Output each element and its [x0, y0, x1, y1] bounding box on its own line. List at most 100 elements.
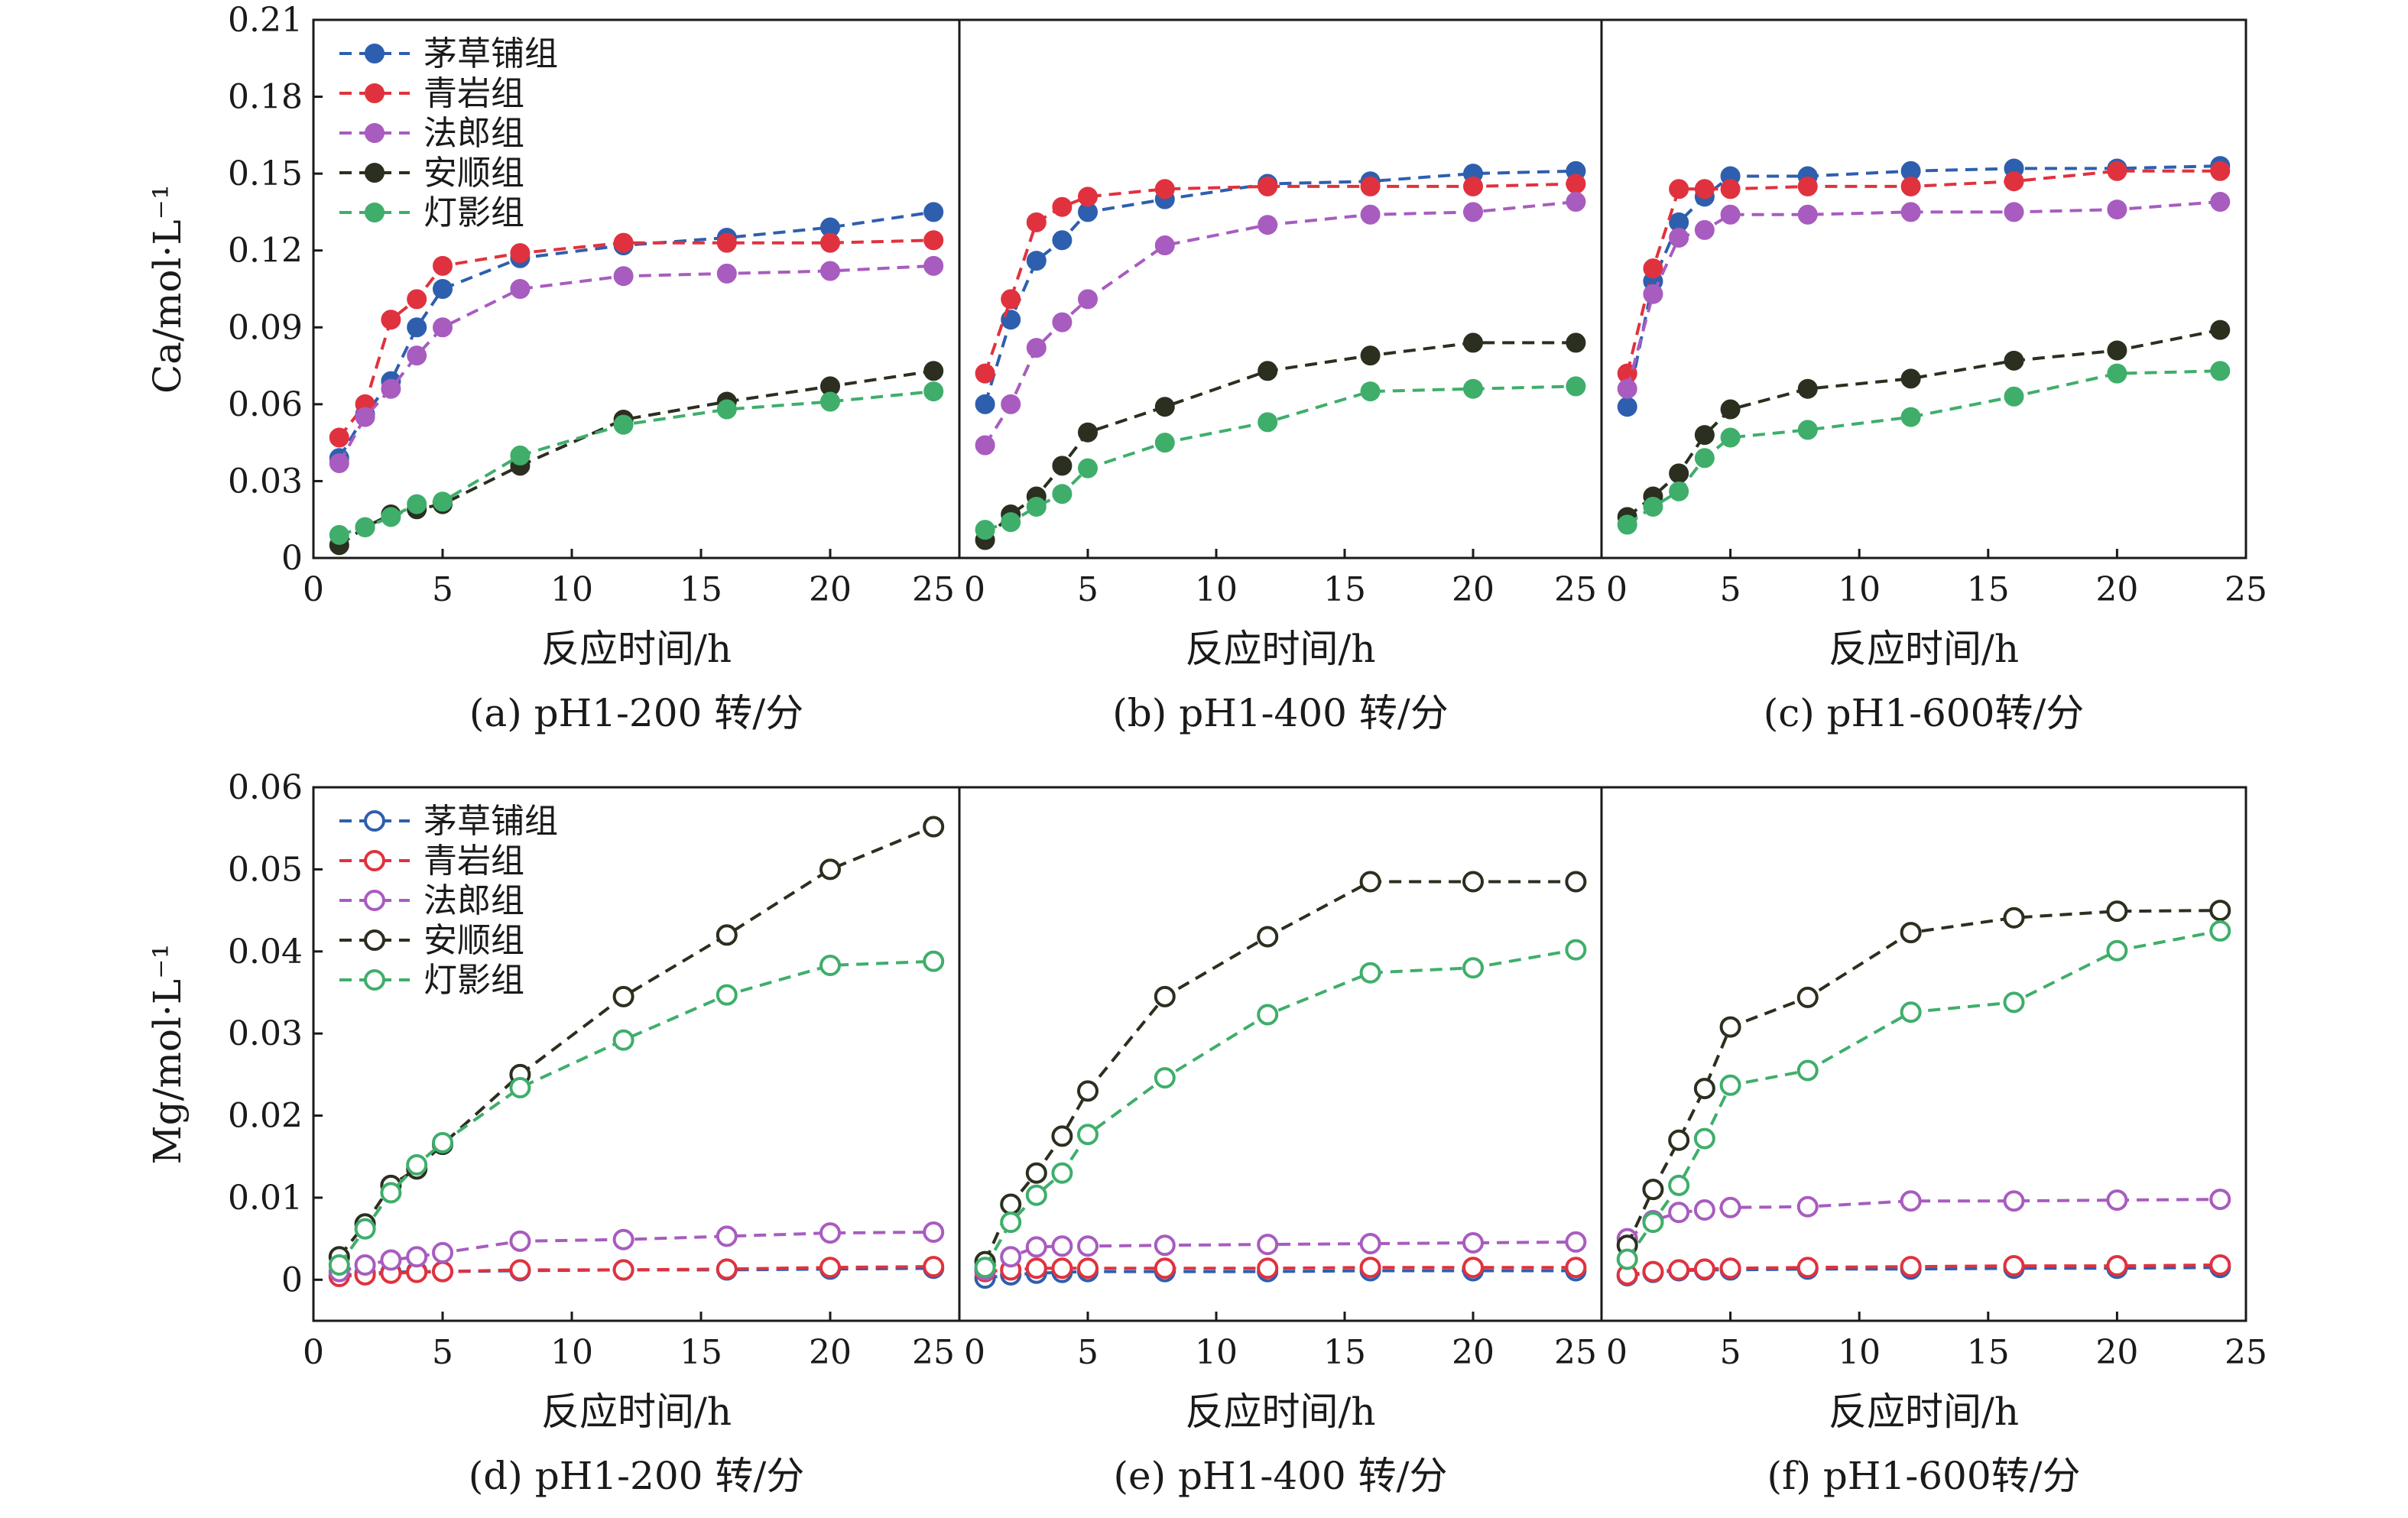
data-point — [1359, 1233, 1381, 1255]
series-line-2 — [338, 264, 934, 464]
data-point — [613, 414, 634, 435]
subplot-d: 0 5 10 15 20 25 0 0.01 0.02 0.03 0.04 0.05 0.06 Mg/mo… — [145, 768, 961, 1498]
legend-entry: 灯影组 — [424, 193, 524, 232]
data-point — [1257, 1257, 1279, 1280]
data-point — [1669, 481, 1689, 501]
data-point — [1693, 1199, 1715, 1221]
data-point — [1359, 1257, 1381, 1279]
series-line-2 — [339, 1231, 934, 1273]
data-point — [1026, 212, 1047, 232]
data-point — [1720, 179, 1741, 199]
data-point — [433, 491, 453, 512]
x-tick-label: 0 — [1606, 570, 1628, 609]
data-point — [2210, 192, 2231, 212]
data-point — [612, 1228, 634, 1250]
data-point — [1257, 1234, 1279, 1256]
series-line-0 — [1627, 1266, 2221, 1277]
data-point — [2106, 900, 2128, 923]
data-point — [509, 1230, 531, 1252]
data-point — [1154, 1257, 1176, 1280]
data-point — [1617, 397, 1637, 417]
x-tick-label: 10 — [550, 1333, 593, 1372]
x-tick-label: 20 — [809, 1333, 852, 1372]
data-point — [1154, 235, 1175, 256]
data-point — [1669, 179, 1689, 199]
data-point — [1797, 204, 1818, 225]
data-point — [613, 266, 634, 287]
data-point — [381, 507, 401, 527]
data-point — [1796, 1195, 1819, 1218]
y-tick-label: 0.03 — [228, 1014, 303, 1053]
data-point — [1154, 433, 1175, 453]
y-tick-label: 0.04 — [228, 933, 303, 971]
data-point — [1900, 922, 1922, 944]
data-point — [2209, 1254, 2231, 1276]
x-tick-label: 20 — [809, 570, 852, 609]
plot-frame — [958, 18, 1603, 560]
series-line-1 — [339, 1265, 934, 1278]
series-line-0 — [338, 210, 934, 459]
data-point — [1077, 1257, 1099, 1280]
data-point — [613, 232, 634, 253]
data-point — [1566, 174, 1586, 194]
y-tick-label: 0.12 — [228, 232, 303, 271]
data-point — [2004, 350, 2024, 371]
data-point — [432, 1260, 453, 1283]
legend-marker — [365, 123, 385, 143]
series-line-1 — [1625, 169, 2221, 375]
data-point — [612, 1259, 634, 1281]
y-tick-label: 0.03 — [228, 462, 303, 501]
plot-frame — [1600, 786, 2247, 1322]
data-point — [355, 517, 375, 537]
plot-frame — [1600, 18, 2247, 560]
series-line-2 — [983, 200, 1576, 446]
x-tick-label: 25 — [1554, 570, 1597, 609]
subplot-b: 0 5 10 15 20 25 反应时间/h (b) pH1-400 转/分 — [958, 18, 1603, 735]
y-tick-label: 0.21 — [228, 1, 303, 40]
data-point — [1257, 1004, 1279, 1026]
data-point — [923, 816, 945, 838]
x-tick-label: 5 — [1077, 1333, 1099, 1372]
y-tick-label: 0.06 — [228, 385, 303, 424]
y-tick-label: 0.01 — [228, 1179, 303, 1218]
data-point — [1025, 1257, 1047, 1280]
subplot-a: 0 5 10 15 20 25 0 0.03 0.06 0.09 0.12 0.15 0.18 0.21 C… — [145, 1, 961, 735]
data-point — [1258, 361, 1278, 381]
data-point — [2209, 920, 2231, 942]
series-line-3 — [984, 341, 1576, 541]
legend-marker — [364, 890, 385, 911]
data-point — [1359, 962, 1381, 984]
data-point — [1694, 448, 1715, 469]
data-point — [510, 243, 531, 264]
data-point — [406, 1153, 428, 1176]
legend-entry: 茅草铺组 — [424, 34, 558, 73]
data-point — [1693, 1258, 1715, 1280]
y-axis-label: Mg/mol·L⁻¹ — [145, 943, 190, 1164]
data-point — [1077, 1124, 1099, 1146]
data-point — [406, 1246, 428, 1268]
data-point — [819, 858, 841, 881]
data-point — [819, 955, 841, 977]
data-point — [1900, 202, 1921, 222]
data-point — [1668, 1129, 1690, 1151]
legend-entry: 灯影组 — [424, 961, 524, 1000]
data-point — [2003, 1190, 2025, 1212]
data-point — [329, 452, 349, 473]
data-point — [1077, 1235, 1099, 1257]
data-point — [407, 494, 427, 514]
data-point — [1052, 230, 1073, 251]
data-point — [1796, 1059, 1819, 1082]
data-point — [407, 289, 427, 310]
data-point — [1668, 1202, 1690, 1224]
x-tick-label: 15 — [1967, 570, 2010, 609]
series-line-3 — [1626, 328, 2221, 518]
data-point — [716, 984, 738, 1006]
data-point — [1719, 1257, 1741, 1280]
x-tick-label: 25 — [2225, 1333, 2267, 1372]
legend-entry: 茅草铺组 — [424, 802, 558, 841]
plot-frame — [312, 786, 961, 1322]
data-point — [716, 263, 737, 284]
data-point — [1565, 1257, 1587, 1279]
x-tick-label: 5 — [1720, 570, 1741, 609]
